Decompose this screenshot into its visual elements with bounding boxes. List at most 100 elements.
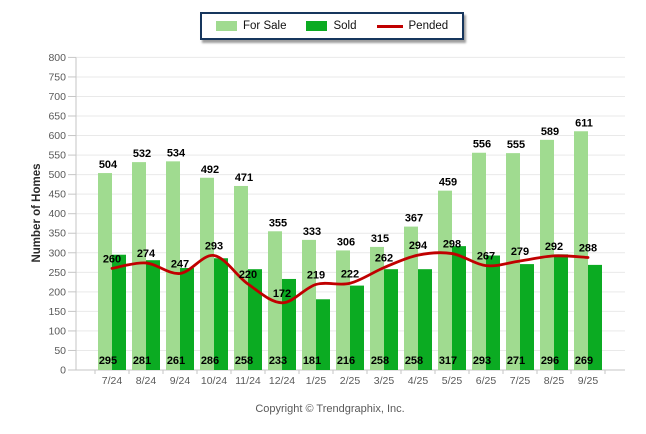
sold-bar xyxy=(486,255,500,370)
sold-bar xyxy=(180,268,194,370)
sold-bar xyxy=(350,285,364,370)
sold-bar xyxy=(384,269,398,370)
for-sale-value-label: 315 xyxy=(371,233,389,245)
y-tick-label: 550 xyxy=(48,150,66,162)
y-tick-label: 500 xyxy=(48,169,66,181)
pended-line-swatch-icon xyxy=(376,24,403,28)
for-sale-value-label: 459 xyxy=(439,177,457,189)
sold-value-label: 261 xyxy=(167,355,185,367)
legend-item-pended: Pended xyxy=(376,20,449,32)
x-tick-label: 9/25 xyxy=(578,375,599,387)
pended-value-label: 222 xyxy=(341,268,359,280)
sold-value-label: 317 xyxy=(439,355,457,367)
pended-value-label: 292 xyxy=(545,241,563,253)
sold-bar xyxy=(146,260,160,370)
for-sale-bar xyxy=(540,139,554,370)
x-tick-label: 1/25 xyxy=(306,375,327,387)
for-sale-bar xyxy=(404,226,418,370)
sold-bar xyxy=(248,269,262,370)
sold-value-label: 286 xyxy=(201,355,219,367)
for-sale-bar xyxy=(438,190,452,370)
y-tick-label: 600 xyxy=(48,130,66,142)
x-tick-label: 10/24 xyxy=(201,375,227,387)
y-tick-label: 400 xyxy=(48,208,66,220)
for-sale-bar xyxy=(336,250,350,370)
sold-bar xyxy=(112,254,126,370)
for-sale-value-label: 611 xyxy=(575,117,593,129)
for-sale-value-label: 556 xyxy=(473,139,491,151)
pended-value-label: 288 xyxy=(579,242,597,254)
x-tick-label: 3/25 xyxy=(374,375,395,387)
x-tick-label: 5/25 xyxy=(442,375,463,387)
for-sale-swatch-icon xyxy=(216,21,237,31)
y-tick-label: 150 xyxy=(48,306,66,318)
pended-value-label: 267 xyxy=(477,251,495,263)
copyright-text: Copyright © Trendgraphix, Inc. xyxy=(255,403,405,415)
for-sale-value-label: 306 xyxy=(337,236,355,248)
for-sale-value-label: 589 xyxy=(541,126,559,138)
for-sale-bar xyxy=(472,152,486,370)
for-sale-value-label: 555 xyxy=(507,139,525,151)
pended-value-label: 247 xyxy=(171,258,189,270)
for-sale-value-label: 355 xyxy=(269,217,287,229)
pended-value-label: 274 xyxy=(137,248,156,260)
for-sale-value-label: 471 xyxy=(235,172,253,184)
sold-bar xyxy=(452,246,466,370)
x-tick-label: 12/24 xyxy=(269,375,295,387)
y-tick-label: 200 xyxy=(48,286,66,298)
for-sale-value-label: 534 xyxy=(167,147,186,159)
for-sale-value-label: 504 xyxy=(99,159,118,171)
for-sale-value-label: 333 xyxy=(303,226,321,238)
for-sale-bar xyxy=(370,246,384,370)
for-sale-bar xyxy=(166,161,180,370)
y-tick-label: 750 xyxy=(48,71,66,83)
pended-value-label: 298 xyxy=(443,239,461,251)
y-tick-label: 250 xyxy=(48,267,66,279)
sold-bar xyxy=(520,264,534,370)
pended-value-label: 219 xyxy=(307,269,325,281)
sold-value-label: 271 xyxy=(507,355,525,367)
x-tick-label: 8/25 xyxy=(544,375,565,387)
y-tick-label: 800 xyxy=(48,52,66,64)
sold-value-label: 258 xyxy=(371,355,389,367)
for-sale-bar xyxy=(98,173,112,370)
y-tick-label: 0 xyxy=(60,365,66,377)
for-sale-bar xyxy=(132,162,146,370)
sold-bar xyxy=(554,254,568,370)
pended-value-label: 220 xyxy=(239,269,257,281)
x-tick-label: 8/24 xyxy=(136,375,157,387)
x-tick-label: 7/24 xyxy=(102,375,123,387)
pended-value-label: 293 xyxy=(205,241,223,253)
legend-label-pended: Pended xyxy=(408,20,449,32)
pended-value-label: 260 xyxy=(103,253,121,265)
for-sale-bar xyxy=(200,177,214,370)
x-tick-label: 11/24 xyxy=(235,375,261,387)
legend-label-sold: Sold xyxy=(333,20,357,32)
legend: For Sale Sold Pended xyxy=(200,12,465,40)
pended-value-label: 294 xyxy=(409,240,428,252)
legend-item-sold: Sold xyxy=(306,20,357,32)
sold-value-label: 258 xyxy=(405,355,423,367)
sold-bar xyxy=(316,299,330,370)
sold-bar xyxy=(214,258,228,370)
for-sale-value-label: 492 xyxy=(201,164,219,176)
y-tick-label: 50 xyxy=(54,345,66,357)
for-sale-value-label: 367 xyxy=(405,213,423,225)
sold-bar xyxy=(418,269,432,370)
sold-value-label: 258 xyxy=(235,355,253,367)
sold-value-label: 269 xyxy=(575,355,593,367)
sold-bar xyxy=(588,264,602,370)
legend-label-for-sale: For Sale xyxy=(243,20,287,32)
sold-value-label: 295 xyxy=(99,355,117,367)
for-sale-bar xyxy=(574,131,588,370)
x-tick-label: 9/24 xyxy=(170,375,191,387)
y-tick-label: 350 xyxy=(48,228,66,240)
x-tick-label: 4/25 xyxy=(408,375,429,387)
pended-value-label: 262 xyxy=(375,253,393,265)
sold-value-label: 181 xyxy=(303,355,321,367)
y-tick-label: 650 xyxy=(48,111,66,123)
sold-value-label: 296 xyxy=(541,355,559,367)
sold-value-label: 216 xyxy=(337,355,355,367)
sold-swatch-icon xyxy=(306,21,328,31)
